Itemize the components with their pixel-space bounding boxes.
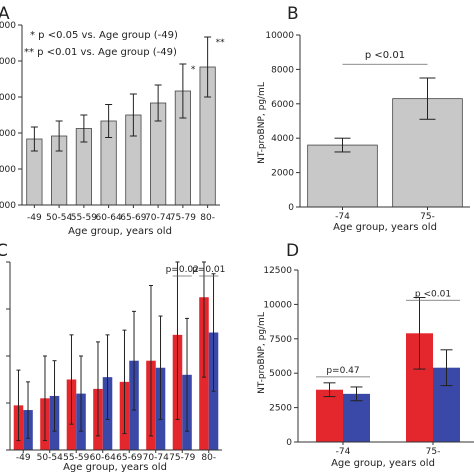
panel-a-y-tick-label: 000 — [0, 129, 16, 139]
panel-b-significance-label: p <0.01 — [365, 50, 405, 61]
panel-a-legend-1: * p <0.05 vs. Age group (-49) — [30, 30, 178, 41]
panel-d-bar-series-1 — [316, 389, 343, 442]
panel-d-significance-label: p <0.01 — [415, 289, 451, 299]
panel-d-y-tick-label: 2500 — [269, 404, 292, 414]
panel-d-axes: 0 2500 5000 7500 10000 12500 -74 75- — [263, 266, 474, 457]
panel-c: C p=0.02p=0.01 -49 50-54 55-59 60-64 65-69 70… — [0, 241, 225, 473]
panel-c-significance-label: p=0.01 — [192, 265, 225, 275]
panel-d-y-tick-label: 10000 — [263, 300, 292, 310]
panel-a-y-tick-label: 000 — [0, 165, 16, 175]
panel-b-y-tick-label: 10000 — [265, 31, 294, 41]
panel-c-x-tick-label: 70-74 — [143, 453, 169, 463]
panel-a-y-tick-label: 000 — [0, 93, 16, 103]
panel-label-b: B — [287, 4, 299, 24]
panel-b-x-tick-label: 75- — [420, 212, 435, 222]
panel-a-x-tick-label: 60-64 — [96, 213, 122, 223]
panel-c-x-tick-label: 80- — [201, 453, 216, 463]
panel-c-bars: p=0.02p=0.01 — [13, 261, 225, 450]
panel-a-x-tick-label: 75-79 — [170, 213, 196, 223]
panel-a-legend-2: ** p <0.01 vs. Age group (-49) — [24, 47, 177, 58]
panel-a-x-tick-label: -49 — [27, 213, 42, 223]
panel-b-bars: p <0.01 — [307, 50, 463, 208]
panel-c-x-tick-label: 75-79 — [169, 453, 195, 463]
panel-d-y-axis-label: NT-proBNP, pg/mL — [257, 312, 267, 394]
panel-a-significance-mark: ** — [216, 38, 226, 48]
panel-a-y-tick-label: 000 — [0, 57, 16, 67]
panel-b-y-tick-label: 0 — [288, 203, 294, 213]
panel-c-x-tick-label: 65-69 — [116, 453, 142, 463]
panel-b-y-tick-label: 2000 — [271, 169, 294, 179]
panel-b-x-tick-label: -74 — [335, 212, 350, 222]
panel-d-y-tick-label: 0 — [286, 438, 292, 448]
panel-b-y-tick-label: 8000 — [271, 65, 294, 75]
panel-a-x-tick-label: 70-74 — [145, 213, 171, 223]
panel-c-axes: -49 50-54 55-59 60-64 65-69 70-74 75-79 80- — [6, 261, 222, 463]
panel-b-axes: 0 2000 4000 6000 8000 10000 -74 75- — [265, 31, 470, 222]
panel-a-x-axis-label: Age group, years old — [68, 226, 172, 237]
panel-d: D p=0.47 p <0.01 0 2500 5000 7500 10000 12500 -… — [257, 241, 474, 469]
panel-d-x-tick-label: -74 — [336, 447, 351, 457]
panel-b-x-axis-label: Age group, years old — [333, 222, 437, 233]
panel-label-c: C — [0, 241, 8, 261]
panel-b-y-tick-label: 4000 — [271, 134, 294, 144]
panel-a-y-tick-label: 000 — [0, 201, 16, 211]
panel-d-bars: p=0.47 p <0.01 — [316, 289, 460, 442]
panel-c-x-tick-label: 55-59 — [63, 453, 89, 463]
panel-label-a: A — [0, 4, 10, 24]
panel-b-bar — [307, 144, 378, 208]
panel-d-y-tick-label: 7500 — [269, 335, 292, 345]
panel-d-significance-label: p=0.47 — [326, 366, 359, 376]
panel-a-bars: *** — [26, 36, 226, 206]
panel-a-significance-mark: * — [191, 65, 196, 75]
panel-b-y-tick-label: 6000 — [271, 100, 294, 110]
panel-a-axes: 000 000 000 000 000 000 -49 50-5455-5960-6465-6… — [0, 21, 220, 223]
panel-c-x-tick-label: -49 — [16, 453, 31, 463]
panel-d-x-tick-label: 75- — [426, 447, 441, 457]
panel-a-x-tick-label: 80- — [200, 213, 215, 223]
panel-d-x-axis-label: Age group, years old — [331, 458, 435, 469]
panel-c-significance-label: p=0.02 — [166, 265, 199, 275]
panel-a-x-tick-label: 55-59 — [71, 213, 97, 223]
panel-d-y-tick-label: 12500 — [263, 266, 292, 276]
panel-c-x-axis-label: Age group, years old — [63, 462, 167, 473]
panel-c-x-tick-label: 50-54 — [37, 453, 63, 463]
panel-a-x-tick-label: 50-54 — [46, 213, 72, 223]
panel-label-d: D — [286, 241, 299, 261]
panel-d-y-tick-label: 5000 — [269, 369, 292, 379]
panel-d-bar-series-2 — [343, 393, 370, 442]
panel-a-x-tick-label: 65-69 — [120, 213, 146, 223]
panel-c-x-tick-label: 60-64 — [90, 453, 116, 463]
panel-b: B p <0.01 0 2000 4000 6000 8000 10000 -74 75- N… — [257, 4, 470, 233]
panel-a-y-tick-label: 000 — [0, 21, 16, 31]
panel-b-y-axis-label: NT-proBNP, pg/mL — [257, 82, 267, 164]
